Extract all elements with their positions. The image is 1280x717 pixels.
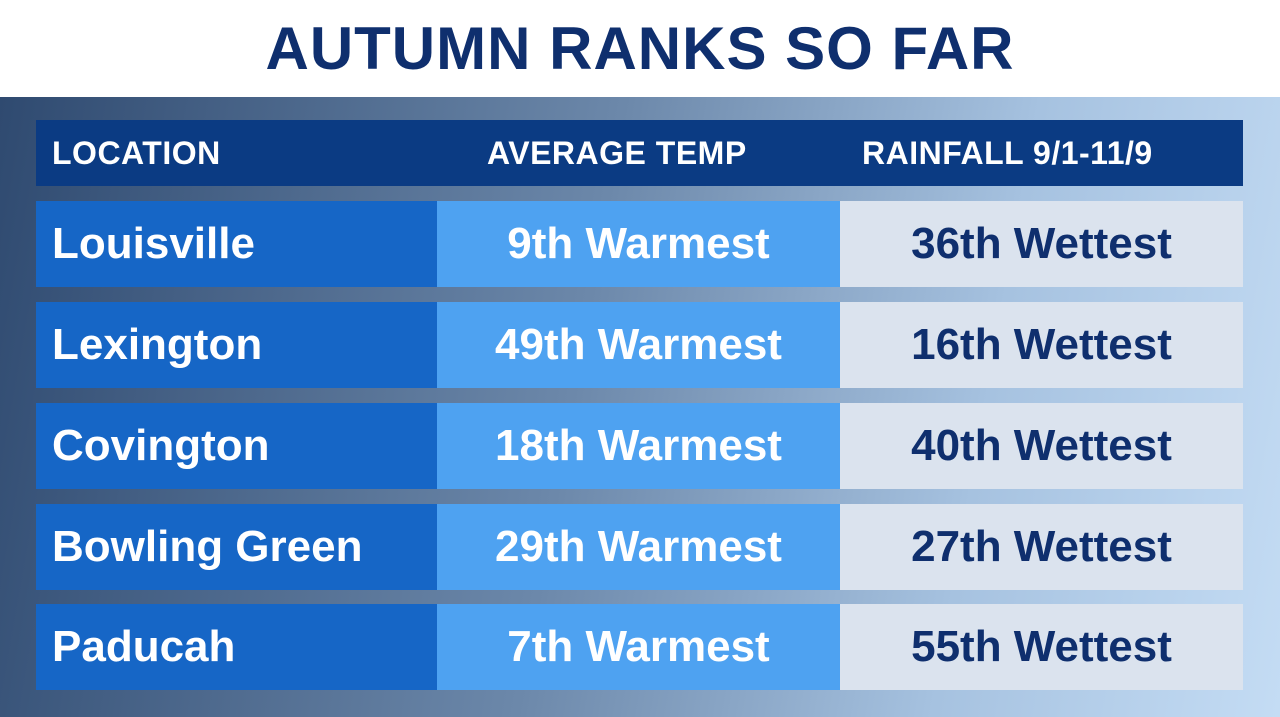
location-cell: Covington: [36, 403, 437, 489]
temp-cell: 9th Warmest: [437, 201, 840, 287]
table-row: Louisville 9th Warmest 36th Wettest: [36, 201, 1243, 287]
table-row: Covington 18th Warmest 40th Wettest: [36, 403, 1243, 489]
title: AUTUMN RANKS SO FAR: [265, 15, 1015, 82]
temp-cell: 49th Warmest: [437, 302, 840, 388]
column-header: AVERAGE TEMP: [487, 134, 747, 171]
rain-cell: 16th Wettest: [840, 302, 1243, 388]
rain-cell: 55th Wettest: [840, 604, 1243, 690]
table-row: Paducah 7th Warmest 55th Wettest: [36, 604, 1243, 690]
table-header: LOCATION AVERAGE TEMP RAINFALL 9/1-11/9: [36, 120, 1243, 186]
rain-cell: 27th Wettest: [840, 504, 1243, 590]
location-cell: Bowling Green: [36, 504, 437, 590]
table-panel: LOCATION AVERAGE TEMP RAINFALL 9/1-11/9 …: [0, 97, 1280, 717]
column-header: RAINFALL 9/1-11/9: [862, 134, 1153, 171]
column-header: LOCATION: [52, 134, 221, 171]
temp-cell: 7th Warmest: [437, 604, 840, 690]
location-cell: Louisville: [36, 201, 437, 287]
location-cell: Paducah: [36, 604, 437, 690]
temp-cell: 18th Warmest: [437, 403, 840, 489]
rain-cell: 36th Wettest: [840, 201, 1243, 287]
table-row: Lexington 49th Warmest 16th Wettest: [36, 302, 1243, 388]
table-row: Bowling Green 29th Warmest 27th Wettest: [36, 504, 1243, 590]
rain-cell: 40th Wettest: [840, 403, 1243, 489]
temp-cell: 29th Warmest: [437, 504, 840, 590]
location-cell: Lexington: [36, 302, 437, 388]
